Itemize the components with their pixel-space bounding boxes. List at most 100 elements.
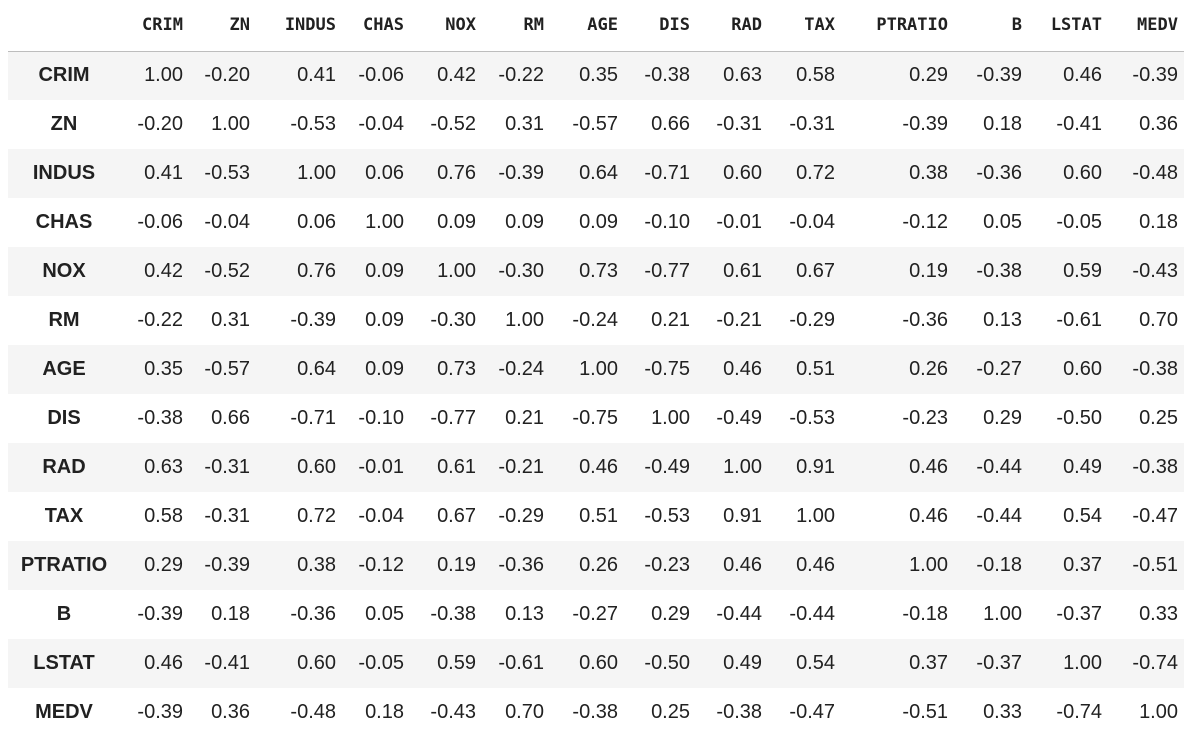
- table-cell: 0.13: [505, 603, 544, 625]
- table-cell: 0.72: [796, 162, 835, 184]
- column-header: LSTAT: [1050, 15, 1102, 36]
- table-cell: -0.77: [430, 407, 476, 429]
- table-cell: -0.43: [1132, 260, 1178, 282]
- table-cell: -0.52: [204, 260, 250, 282]
- table-row: RM -0.22 0.31 -0.39 0.09 -0.30 1.00 -0.24 0.21 -0…: [8, 296, 1184, 345]
- column-header: AGE: [587, 15, 618, 36]
- table-cell: -0.12: [902, 211, 948, 233]
- table-cell: 0.73: [437, 358, 476, 380]
- table-cell: 0.06: [297, 211, 336, 233]
- table-cell: 0.46: [909, 456, 948, 478]
- table-cell: 0.46: [723, 554, 762, 576]
- table-cell: -0.38: [572, 701, 618, 723]
- column-header: B: [1011, 15, 1022, 36]
- row-label: DIS: [47, 407, 81, 429]
- table-cell: -0.01: [358, 456, 404, 478]
- table-cell: -0.21: [716, 309, 762, 331]
- table-cell: 1.00: [983, 603, 1022, 625]
- table-cell: -0.41: [204, 652, 250, 674]
- table-cell: 0.33: [1139, 603, 1178, 625]
- table-cell: 0.64: [579, 162, 618, 184]
- table-cell: 0.60: [579, 652, 618, 674]
- table-cell: 0.42: [437, 64, 476, 87]
- table-cell: 0.61: [723, 260, 762, 282]
- table-row: AGE 0.35 -0.57 0.64 0.09 0.73 -0.24 1.00 -0.75 0.…: [8, 345, 1184, 394]
- row-label: AGE: [42, 358, 86, 380]
- table-cell: 0.21: [651, 309, 690, 331]
- table-cell: -0.29: [498, 505, 544, 527]
- table-cell: -0.49: [716, 407, 762, 429]
- table-cell: 0.46: [1063, 64, 1102, 87]
- column-header: CHAS: [363, 15, 404, 36]
- table-cell: 0.46: [723, 358, 762, 380]
- table-cell: -0.43: [430, 701, 476, 723]
- table-cell: 1.00: [505, 309, 544, 331]
- table-cell: 0.67: [796, 260, 835, 282]
- row-label: CRIM: [38, 64, 90, 87]
- table-cell: 0.46: [796, 554, 835, 576]
- table-cell: 0.09: [437, 211, 476, 233]
- column-header: RM: [523, 15, 544, 36]
- table-cell: -0.01: [716, 211, 762, 233]
- table-cell: 0.66: [211, 407, 250, 429]
- table-cell: -0.29: [789, 309, 835, 331]
- table-cell: 1.00: [297, 162, 336, 184]
- row-label: ZN: [50, 113, 78, 135]
- table-cell: 0.63: [723, 64, 762, 87]
- column-header: NOX: [445, 15, 476, 36]
- table-cell: 0.58: [144, 505, 183, 527]
- column-header: DIS: [659, 15, 690, 36]
- row-label: TAX: [44, 505, 84, 527]
- table-cell: -0.27: [976, 358, 1022, 380]
- table-cell: 0.29: [909, 64, 948, 87]
- table-cell: 0.35: [144, 358, 183, 380]
- row-label: RM: [48, 309, 80, 331]
- table-cell: -0.36: [902, 309, 948, 331]
- column-header: PTRATIO: [876, 15, 948, 36]
- table-cell: 0.37: [909, 652, 948, 674]
- table-cell: -0.04: [358, 505, 404, 527]
- table-cell: -0.57: [204, 358, 250, 380]
- table-cell: 0.46: [909, 505, 948, 527]
- table-cell: 0.37: [1063, 554, 1102, 576]
- table-cell: 0.46: [144, 652, 183, 674]
- header-row: CRIM ZN INDUS CHAS NOX RM AGE DIS RAD TA…: [8, 0, 1184, 51]
- row-label: LSTAT: [33, 652, 95, 674]
- table-cell: 0.36: [1139, 113, 1178, 135]
- table-cell: -0.10: [644, 211, 690, 233]
- table-cell: 0.76: [437, 162, 476, 184]
- table-cell: -0.38: [430, 603, 476, 625]
- table-cell: -0.47: [789, 701, 835, 723]
- table-cell: 0.51: [796, 358, 835, 380]
- table-cell: 0.33: [983, 701, 1022, 723]
- table-cell: -0.51: [902, 701, 948, 723]
- table-cell: -0.31: [716, 113, 762, 135]
- table-cell: 0.18: [365, 701, 404, 723]
- table-cell: -0.37: [976, 652, 1022, 674]
- table-cell: -0.71: [290, 407, 336, 429]
- table-cell: 1.00: [651, 407, 690, 429]
- table-cell: -0.44: [716, 603, 762, 625]
- table-cell: 0.29: [651, 603, 690, 625]
- row-label: RAD: [42, 456, 86, 478]
- table-cell: -0.23: [644, 554, 690, 576]
- table-cell: 0.66: [651, 113, 690, 135]
- table-cell: -0.44: [976, 456, 1022, 478]
- table-cell: -0.38: [1132, 358, 1178, 380]
- table-cell: -0.57: [572, 113, 618, 135]
- table-header: CRIM ZN INDUS CHAS NOX RM AGE DIS RAD TA…: [8, 0, 1184, 51]
- table-cell: 0.67: [437, 505, 476, 527]
- table-cell: 0.59: [437, 652, 476, 674]
- table-row: B -0.39 0.18 -0.36 0.05 -0.38 0.13 -0.27 0.29 -0.…: [8, 590, 1184, 639]
- table-row: INDUS 0.41 -0.53 1.00 0.06 0.76 -0.39 0.64 -0.71…: [8, 149, 1184, 198]
- table-cell: -0.23: [902, 407, 948, 429]
- table-cell: 0.49: [723, 652, 762, 674]
- table-cell: 0.36: [211, 701, 250, 723]
- table-cell: 0.64: [297, 358, 336, 380]
- table-cell: -0.50: [644, 652, 690, 674]
- table-cell: -0.51: [1132, 554, 1178, 576]
- table-cell: -0.30: [430, 309, 476, 331]
- table-cell: 0.09: [365, 260, 404, 282]
- table-cell: -0.39: [1132, 64, 1178, 87]
- table-cell: -0.20: [137, 113, 183, 135]
